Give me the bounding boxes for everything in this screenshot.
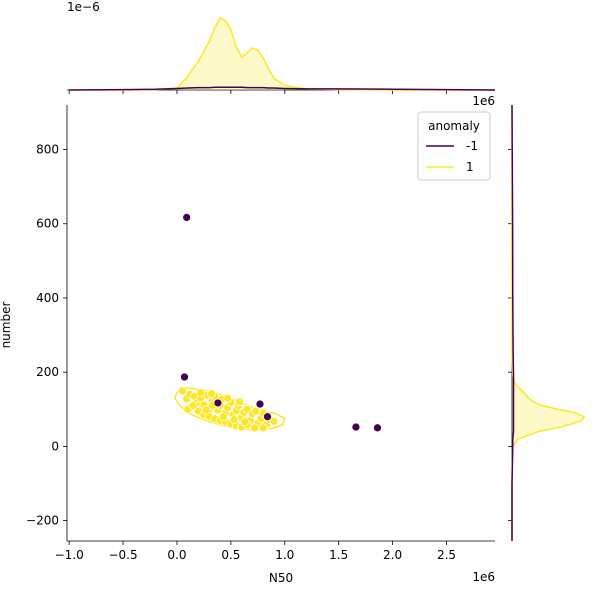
x-tick-label: 0.5 xyxy=(221,548,240,562)
anomaly-point xyxy=(263,412,272,422)
normal-point xyxy=(240,417,250,427)
right-kde-line-normal xyxy=(511,105,586,541)
top-kde-line-normal xyxy=(69,17,495,91)
x-axis-label: N50 xyxy=(269,571,293,585)
y-scale-label-right: 1e6 xyxy=(472,94,495,108)
anomaly-point xyxy=(255,399,265,409)
top-marginal-kde xyxy=(67,17,496,94)
legend-label-neg1: -1 xyxy=(466,139,478,153)
x-tick-label: −0.5 xyxy=(108,548,137,562)
legend-title: anomaly xyxy=(428,119,480,133)
axis-ticks: −1.0 −0.5 0.0 0.5 1.0 1.5 2.0 2.5 −200 0 200 400 600… xyxy=(26,143,456,562)
top-kde-line-anomaly xyxy=(69,86,496,91)
right-marginal-kde xyxy=(508,104,586,541)
normal-point xyxy=(218,412,228,422)
y-tick-label: 0 xyxy=(51,439,59,453)
anomaly-point xyxy=(213,398,223,408)
normal-point xyxy=(188,401,198,410)
normal-point xyxy=(250,423,259,433)
scatter-points xyxy=(178,213,382,433)
y-tick-label: −200 xyxy=(26,514,59,528)
x-tick-label: 2.0 xyxy=(383,548,402,562)
y-tick-label: 200 xyxy=(36,365,59,379)
top-kde-fill-normal xyxy=(69,18,495,90)
legend: anomaly -1 1 xyxy=(417,111,491,181)
normal-point xyxy=(178,386,187,396)
normal-point xyxy=(235,397,244,407)
normal-point xyxy=(201,405,211,415)
top-density-scale-label: 1e−6 xyxy=(67,0,100,14)
y-axis-label: number xyxy=(0,302,13,349)
normal-point xyxy=(258,423,268,433)
y-tick-label: 800 xyxy=(36,143,59,157)
y-tick-label: 600 xyxy=(36,217,59,231)
x-scale-label: 1e6 xyxy=(472,570,495,584)
y-tick-label: 400 xyxy=(36,291,59,305)
normal-point xyxy=(196,388,206,397)
legend-label-1: 1 xyxy=(466,160,474,174)
anomaly-point xyxy=(182,213,192,222)
normal-point xyxy=(229,415,239,425)
anomaly-point xyxy=(373,423,382,433)
right-kde-line-anomaly xyxy=(511,104,515,541)
x-tick-label: 0.0 xyxy=(167,548,186,562)
x-tick-label: 1.5 xyxy=(329,548,348,562)
x-tick-label: 1.0 xyxy=(275,548,294,562)
main-scatter-axes xyxy=(66,105,495,542)
x-tick-label: −1.0 xyxy=(55,548,84,562)
right-kde-fill-normal xyxy=(512,105,584,541)
x-tick-label: 2.5 xyxy=(437,548,456,562)
normal-point xyxy=(223,393,232,403)
normal-point xyxy=(207,389,216,399)
normal-point xyxy=(269,416,279,426)
anomaly-point xyxy=(180,372,189,382)
anomaly-point xyxy=(351,422,361,432)
normal-point xyxy=(251,406,261,416)
